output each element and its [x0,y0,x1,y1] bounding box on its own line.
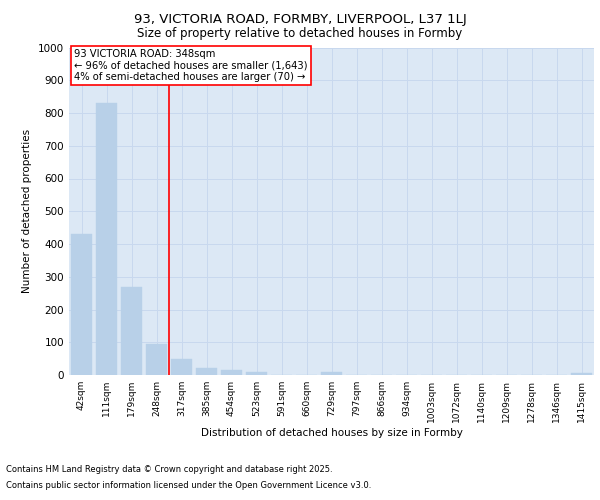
Bar [171,358,192,375]
Bar [121,286,142,375]
X-axis label: Distribution of detached houses by size in Formby: Distribution of detached houses by size … [200,428,463,438]
Bar [146,344,167,375]
Bar [196,368,217,375]
Text: 93 VICTORIA ROAD: 348sqm
← 96% of detached houses are smaller (1,643)
4% of semi: 93 VICTORIA ROAD: 348sqm ← 96% of detach… [74,49,308,82]
Bar [321,372,342,375]
Text: Contains public sector information licensed under the Open Government Licence v3: Contains public sector information licen… [6,480,371,490]
Bar [221,370,242,375]
Bar [571,374,592,375]
Text: Size of property relative to detached houses in Formby: Size of property relative to detached ho… [137,28,463,40]
Y-axis label: Number of detached properties: Number of detached properties [22,129,32,294]
Text: Contains HM Land Registry data © Crown copyright and database right 2025.: Contains HM Land Registry data © Crown c… [6,466,332,474]
Text: 93, VICTORIA ROAD, FORMBY, LIVERPOOL, L37 1LJ: 93, VICTORIA ROAD, FORMBY, LIVERPOOL, L3… [134,12,466,26]
Bar [246,372,267,375]
Bar [96,103,117,375]
Bar [71,234,92,375]
